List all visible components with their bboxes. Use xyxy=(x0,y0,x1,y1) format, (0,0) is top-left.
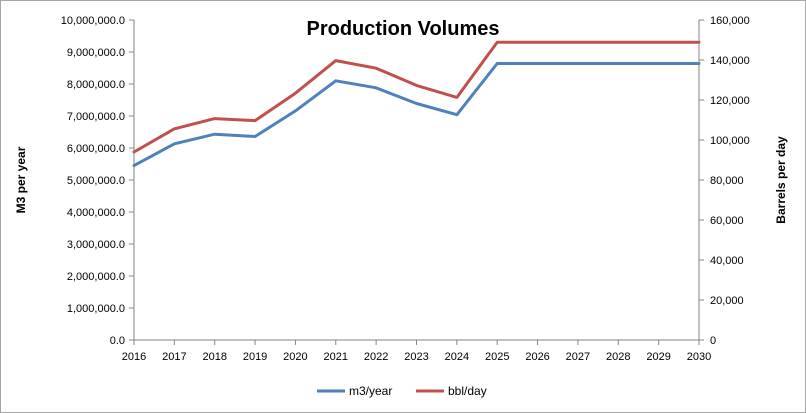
plot-area xyxy=(133,20,700,341)
chart-title: Production Volumes xyxy=(307,18,500,40)
x-tick-label: 2023 xyxy=(404,351,428,363)
right-axis-title: Barrels per day xyxy=(774,136,788,224)
y-tick-label: 1,000,000.0 xyxy=(67,303,125,315)
y2-tick-label: 140,000 xyxy=(710,55,750,67)
x-tick-label: 2028 xyxy=(606,351,630,363)
x-tick-label: 2029 xyxy=(646,351,670,363)
y2-tick-label: 0 xyxy=(710,335,716,347)
x-tick-label: 2019 xyxy=(243,351,267,363)
y2-tick-label: 20,000 xyxy=(710,295,744,307)
left-axis-title: M3 per year xyxy=(14,146,28,213)
x-tick-label: 2021 xyxy=(324,351,348,363)
y2-tick-label: 60,000 xyxy=(710,215,744,227)
series-line-bbl-day xyxy=(132,40,701,154)
x-tick-label: 2018 xyxy=(202,351,226,363)
x-tick-label: 2027 xyxy=(566,351,590,363)
x-tick-label: 2030 xyxy=(687,351,711,363)
series-layer xyxy=(132,40,701,168)
right-axis-ticks: 0 20,000 40,000 60,000 80,000 100,000 120,000 1… xyxy=(699,15,750,347)
y2-tick-label: 120,000 xyxy=(710,95,750,107)
x-tick-label: 2016 xyxy=(122,351,146,363)
y-tick-label: 3,000,000.0 xyxy=(67,239,125,251)
x-tick-label: 2020 xyxy=(283,351,307,363)
y2-tick-label: 80,000 xyxy=(710,175,744,187)
legend-label: m3/year xyxy=(349,384,392,398)
y-tick-label: 8,000,000.0 xyxy=(67,79,125,91)
y-tick-label: 0.0 xyxy=(110,335,125,347)
legend: m3/year bbl/day xyxy=(317,384,487,398)
x-tick-label: 2024 xyxy=(445,351,469,363)
y2-tick-label: 160,000 xyxy=(710,15,750,27)
series-line-m3-year xyxy=(132,62,701,168)
y-tick-label: 2,000,000.0 xyxy=(67,271,125,283)
x-tick-label: 2017 xyxy=(162,351,186,363)
y-tick-label: 6,000,000.0 xyxy=(67,143,125,155)
y2-tick-label: 40,000 xyxy=(710,255,744,267)
x-axis-ticks: 2016 2017 2018 2019 2020 2021 2022 2023 2024 2025… xyxy=(122,340,711,363)
y-tick-label: 10,000,000.0 xyxy=(61,15,125,27)
y-tick-label: 7,000,000.0 xyxy=(67,111,125,123)
x-tick-label: 2022 xyxy=(364,351,388,363)
y-tick-label: 5,000,000.0 xyxy=(67,175,125,187)
x-tick-label: 2025 xyxy=(485,351,509,363)
x-tick-label: 2026 xyxy=(525,351,549,363)
y-tick-label: 9,000,000.0 xyxy=(67,47,125,59)
y-tick-label: 4,000,000.0 xyxy=(67,207,125,219)
y2-tick-label: 100,000 xyxy=(710,135,750,147)
legend-label: bbl/day xyxy=(448,384,487,398)
left-axis-ticks: 0.0 1,000,000.0 2,000,000.0 3,000,000.0 4,00… xyxy=(61,15,134,347)
